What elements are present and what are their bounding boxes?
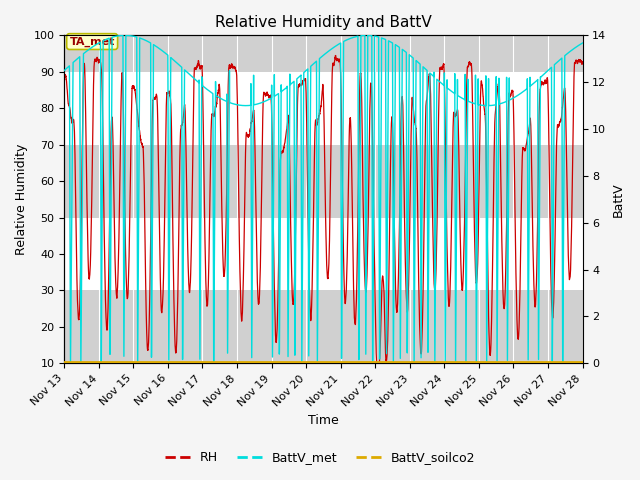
X-axis label: Time: Time bbox=[308, 414, 339, 427]
Y-axis label: Relative Humidity: Relative Humidity bbox=[15, 144, 28, 255]
Bar bbox=[64, 72, 582, 144]
Bar bbox=[64, 217, 582, 290]
Bar bbox=[64, 144, 582, 217]
Title: Relative Humidity and BattV: Relative Humidity and BattV bbox=[215, 15, 432, 30]
Y-axis label: BattV: BattV bbox=[612, 182, 625, 216]
Legend: RH, BattV_met, BattV_soilco2: RH, BattV_met, BattV_soilco2 bbox=[159, 446, 481, 469]
Bar bbox=[64, 36, 582, 72]
Bar bbox=[64, 290, 582, 363]
Text: TA_met: TA_met bbox=[70, 36, 115, 47]
